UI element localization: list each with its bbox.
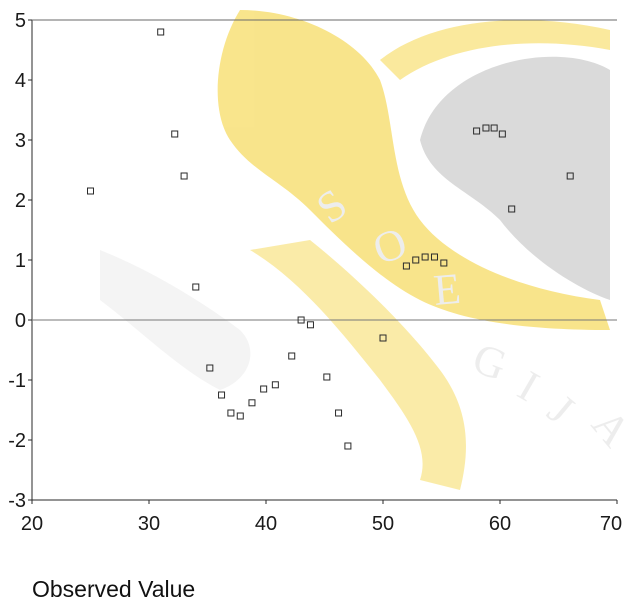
y-ticks: 5 4 3 2 1 0 -1 -2 -3 — [8, 10, 32, 512]
y-tick-label: 3 — [15, 130, 26, 152]
watermark-seal: S O E G I J A — [100, 10, 629, 490]
data-point — [430, 253, 438, 261]
x-tick-label: 50 — [372, 513, 394, 535]
data-point — [473, 127, 481, 135]
data-point — [236, 412, 244, 420]
data-point — [157, 28, 165, 36]
data-point — [440, 259, 448, 267]
data-point — [248, 399, 256, 407]
watermark-letter-a: A — [582, 400, 629, 456]
data-point — [508, 205, 516, 213]
x-tick-label: 20 — [21, 513, 43, 535]
data-points — [87, 28, 574, 450]
data-point — [288, 352, 296, 360]
watermark-letter-j: J — [539, 385, 584, 434]
data-point — [271, 381, 279, 389]
y-tick-label: 5 — [15, 10, 26, 32]
data-point — [323, 373, 331, 381]
x-tick-label: 70 — [600, 513, 622, 535]
watermark-arc — [380, 20, 610, 80]
watermark-band-lower — [250, 240, 466, 490]
data-point — [180, 172, 188, 180]
y-tick-label: -2 — [8, 430, 26, 452]
x-tick-label: 60 — [489, 513, 511, 535]
data-point — [306, 321, 314, 329]
y-tick-label: 0 — [15, 310, 26, 332]
x-tick-label: 40 — [255, 513, 277, 535]
data-point — [192, 283, 200, 291]
y-tick-label: -1 — [8, 370, 26, 392]
data-point — [379, 334, 387, 342]
data-point — [566, 172, 574, 180]
watermark-letter-g: G — [467, 333, 514, 390]
watermark-letter-i: I — [510, 361, 547, 411]
data-point — [402, 262, 410, 270]
x-tick-label: 30 — [138, 513, 160, 535]
data-point — [482, 124, 490, 132]
data-point — [227, 409, 235, 417]
data-point — [206, 364, 214, 372]
data-point — [412, 256, 420, 264]
data-point — [218, 391, 226, 399]
y-tick-label: 4 — [15, 70, 26, 92]
data-point — [297, 316, 305, 324]
x-ticks: 20 30 40 50 60 70 — [21, 500, 622, 535]
data-point — [260, 385, 268, 393]
watermark-letter-e: E — [432, 264, 463, 315]
y-tick-label: 1 — [15, 250, 26, 272]
data-point — [421, 253, 429, 261]
data-point — [490, 124, 498, 132]
y-tick-label: 2 — [15, 190, 26, 212]
y-tick-label: -3 — [8, 490, 26, 512]
data-point — [171, 130, 179, 138]
x-axis-title: Observed Value — [32, 576, 196, 602]
watermark-band — [217, 10, 610, 330]
data-point — [335, 409, 343, 417]
data-point — [498, 130, 506, 138]
data-point — [87, 187, 94, 195]
data-point — [344, 442, 352, 450]
watermark-gray-shape — [420, 56, 610, 300]
